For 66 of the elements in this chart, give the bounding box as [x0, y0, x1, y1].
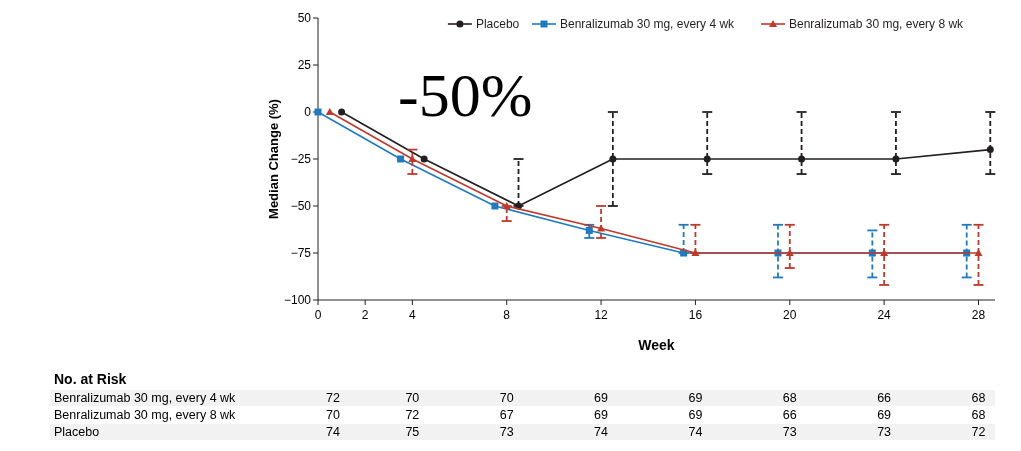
text: 69: [688, 408, 703, 422]
text: 72: [971, 425, 986, 439]
y-tick-label: −75: [290, 246, 312, 260]
y-axis-title: Median Change (%): [266, 99, 281, 219]
text: 68: [971, 408, 986, 422]
text: Benralizumab 30 mg, every 8 wk: [54, 408, 237, 422]
x-tick-label: 8: [503, 308, 511, 322]
point: [986, 146, 994, 154]
y-tick-label: −50: [290, 199, 312, 213]
text: 70: [499, 391, 514, 405]
point: [585, 226, 593, 234]
y-tick-label: 50: [297, 11, 312, 25]
text: 72: [326, 391, 340, 405]
text: 72: [405, 408, 420, 422]
text: 73: [782, 425, 797, 439]
text: 66: [782, 408, 797, 422]
text: No. at Risk: [54, 371, 127, 387]
point: [597, 224, 606, 232]
text: 67: [499, 408, 514, 422]
text: 69: [594, 408, 609, 422]
legend-label: Benralizumab 30 mg, every 4 wk: [560, 17, 736, 31]
point: [408, 155, 417, 162]
text: Placebo: [54, 425, 100, 439]
text: 70: [326, 408, 340, 422]
legend-label: Placebo: [475, 17, 520, 31]
point: [609, 155, 617, 163]
point: [338, 108, 346, 116]
point: [892, 155, 900, 163]
point: [325, 108, 334, 115]
point: [880, 249, 889, 256]
x-tick-label: 0: [314, 308, 322, 322]
point: [798, 155, 806, 163]
text: 70: [405, 391, 420, 405]
point: [703, 155, 711, 163]
x-tick-label: 24: [877, 308, 892, 322]
y-tick-label: −25: [290, 152, 312, 166]
point: [491, 202, 499, 210]
text: 68: [971, 391, 986, 405]
text: Benralizumab 30 mg, every 4 wk: [54, 391, 237, 405]
y-tick-label: 25: [297, 58, 312, 72]
text: 68: [782, 391, 797, 405]
text: 69: [594, 391, 609, 405]
y-tick-label: 0: [304, 105, 312, 119]
text: 73: [499, 425, 514, 439]
text: 69: [877, 408, 892, 422]
text: 74: [594, 425, 609, 439]
y-tick-label: −100: [283, 293, 312, 307]
legend-label: Benralizumab 30 mg, every 8 wk: [789, 17, 965, 31]
text: 69: [688, 391, 703, 405]
x-axis-title: Week: [638, 337, 675, 353]
x-tick-label: 20: [783, 308, 797, 322]
text: 75: [405, 425, 420, 439]
point: [785, 249, 794, 256]
text: 73: [877, 425, 892, 439]
x-tick-label: 2: [361, 308, 369, 322]
point: [397, 155, 405, 163]
text: 74: [688, 425, 703, 439]
point: [420, 155, 428, 163]
text: 66: [877, 391, 892, 405]
text: 74: [326, 425, 340, 439]
x-tick-label: 4: [409, 308, 417, 322]
point: [974, 249, 983, 256]
x-tick-label: 12: [594, 308, 609, 322]
annotation: -50%: [398, 61, 533, 129]
x-tick-label: 28: [971, 308, 986, 322]
x-tick-label: 16: [688, 308, 703, 322]
